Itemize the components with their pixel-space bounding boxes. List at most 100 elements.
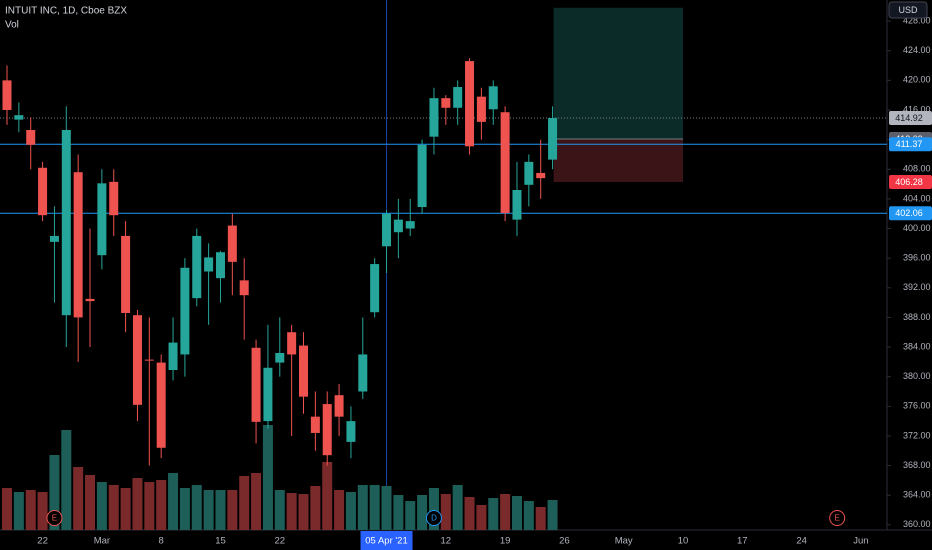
volume-bar	[535, 507, 546, 530]
volume-bar	[369, 485, 380, 530]
event-label: E	[835, 514, 840, 523]
volume-bar	[49, 455, 60, 530]
candle-body	[180, 267, 190, 355]
candle-body	[61, 130, 71, 316]
candle-body	[73, 172, 83, 318]
y-tick-label: 396.00	[903, 253, 931, 263]
candle-body	[299, 345, 308, 397]
x-tick-label: 24	[796, 536, 807, 547]
candle-body	[251, 347, 261, 422]
volume-bar	[298, 494, 309, 530]
y-tick-label: 416.00	[903, 104, 931, 114]
candle-body	[488, 86, 498, 110]
volume-bar	[168, 473, 179, 530]
volume-bar	[215, 490, 226, 530]
series-layer	[2, 58, 558, 530]
candle-body	[144, 359, 154, 361]
candle-body	[441, 98, 451, 108]
volume-bar	[132, 478, 143, 530]
candle-body	[121, 235, 131, 313]
volume-bar	[274, 490, 285, 530]
volume-bar	[25, 490, 36, 530]
volume-bar	[2, 488, 12, 530]
volume-bar	[440, 494, 451, 530]
candle-body	[382, 213, 392, 247]
y-tick-label: 368.00	[903, 460, 931, 470]
y-tick-label: 408.00	[903, 164, 931, 174]
candle-body	[156, 362, 166, 448]
x-tick-label: Mar	[94, 536, 110, 547]
volume-bar	[73, 467, 84, 530]
x-tick-label: 26	[559, 536, 570, 547]
price-tag-label: 414.92	[895, 113, 923, 123]
y-tick-label: 392.00	[903, 282, 931, 292]
volume-bar	[96, 482, 107, 530]
candle-body	[204, 257, 214, 272]
candle-body	[512, 190, 522, 220]
x-tick-label: Jun	[853, 536, 868, 547]
x-tick-label: 19	[500, 536, 511, 547]
volume-bar	[523, 501, 534, 530]
volume-bar	[488, 498, 499, 530]
candle-body	[429, 98, 439, 137]
volume-bar	[405, 501, 416, 530]
candle-body	[85, 298, 95, 302]
volume-bar	[286, 493, 297, 530]
currency-badge	[888, 1, 928, 19]
x-tick-label: 22	[37, 536, 48, 547]
x-tick-label: 15	[215, 536, 226, 547]
candle-body	[263, 367, 273, 422]
volume-bar	[511, 496, 522, 530]
volume-bar	[203, 490, 214, 530]
position-layer	[0, 0, 887, 530]
volume-bar	[322, 462, 333, 530]
volume-bar	[85, 475, 96, 530]
stop-zone	[553, 138, 684, 182]
event-label: D	[431, 514, 437, 523]
candle-body	[476, 96, 486, 122]
price-tag-label: 406.28	[895, 177, 923, 187]
x-tick-label: 22	[274, 536, 285, 547]
volume-bar	[179, 488, 190, 530]
y-tick-label: 428.00	[903, 15, 931, 25]
price-tag-label: 402.06	[895, 208, 923, 218]
currency-label: USD	[898, 5, 918, 15]
candle-body	[465, 61, 475, 147]
candle-body	[393, 219, 403, 233]
candle-body	[334, 395, 344, 417]
x-tick-label: 8	[159, 536, 164, 547]
y-tick-label: 384.00	[903, 341, 931, 351]
volume-bar	[144, 482, 155, 530]
event-marker	[425, 510, 442, 526]
candle-body	[26, 130, 36, 145]
price-tag	[889, 175, 932, 189]
y-tick-label: 420.00	[903, 75, 931, 85]
candle-body	[49, 235, 59, 242]
y-tick-label: 404.00	[903, 193, 931, 203]
price-tag	[889, 137, 932, 152]
volume-bar	[393, 495, 404, 530]
candle-body	[405, 221, 415, 229]
volume-bar	[239, 476, 250, 530]
candle-body	[132, 315, 142, 405]
price-tag-label: 411.37	[896, 139, 923, 149]
event-label: E	[52, 514, 57, 523]
volume-bar	[357, 485, 368, 530]
candle-body	[548, 118, 558, 160]
candle-body	[97, 183, 107, 256]
x-tick-label: 17	[737, 536, 748, 547]
volume-bar	[500, 494, 511, 530]
volume-bar	[191, 485, 202, 530]
candle-body	[346, 421, 356, 442]
chart-title: INTUIT INC, 1D, Cboe BZX	[5, 6, 127, 17]
y-tick-label: 388.00	[903, 312, 931, 322]
x-tick-label: 10	[678, 536, 689, 547]
volume-bar	[547, 500, 558, 530]
volume-bar	[61, 430, 72, 530]
y-tick-label: 424.00	[903, 45, 931, 55]
candle-body	[287, 332, 297, 355]
candle-body	[524, 161, 534, 185]
volume-bar	[310, 486, 321, 530]
x-tick-label: 05 Apr '21	[365, 536, 408, 547]
